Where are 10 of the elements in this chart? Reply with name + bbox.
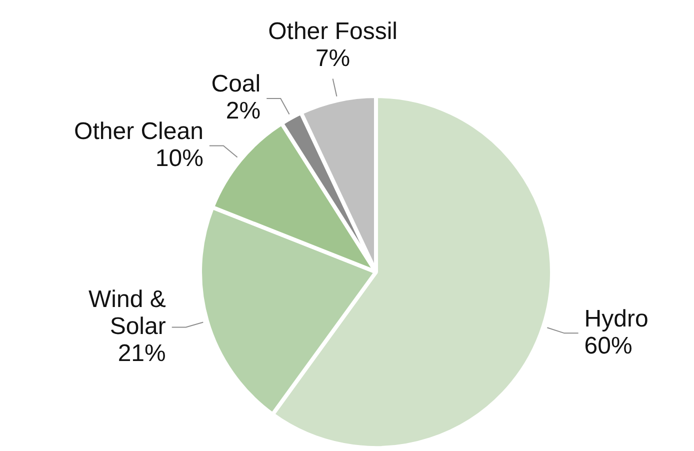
data-label: 7% (315, 44, 350, 72)
data-label: 60% (584, 332, 632, 360)
data-label: 21% (118, 340, 166, 367)
data-label: 10% (155, 144, 204, 172)
slice-label: Hydro (584, 305, 648, 332)
slice-label: Coal (211, 70, 261, 98)
slice-label: Other Fossil (268, 18, 398, 45)
data-label: 2% (226, 98, 261, 125)
slice-label: Other Clean (74, 118, 204, 145)
slice-label: Wind & Solar (88, 286, 166, 340)
